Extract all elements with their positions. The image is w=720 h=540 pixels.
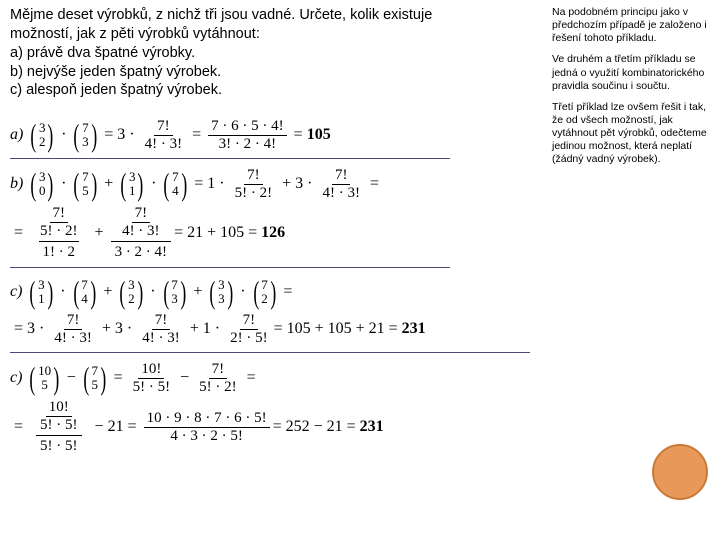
problem-statement: Mějme deset výrobků, z nichž tři jsou va…	[10, 6, 450, 100]
math-solutions: a) (32) · (73) = 3 · 7!4! · 3! = 7 · 6 ·…	[10, 118, 530, 459]
result-a: 105	[307, 126, 331, 144]
sidebar-p3: Třetí příklad lze ovšem řešit i tak, že …	[552, 101, 707, 167]
mid-c1: = 105 + 105 + 21 =	[274, 320, 398, 338]
divider	[10, 158, 450, 159]
result-c1: 231	[402, 320, 426, 338]
divider	[10, 352, 530, 353]
problem-c: c) alespoň jeden špatný výrobek.	[10, 81, 450, 100]
divider	[10, 267, 450, 268]
result-c2: 231	[360, 418, 384, 436]
eq-c-2: = 3 · 7!4! · 3! + 3 · 7!4! · 3! + 1 · 7!…	[10, 312, 530, 346]
problem-b: b) nejvýše jeden špatný výrobek.	[10, 63, 450, 82]
sidebar-p2: Ve druhém a třetím příkladu se jedná o v…	[552, 53, 707, 92]
mid-b: = 21 + 105 =	[174, 224, 257, 242]
accent-circle-icon	[652, 444, 708, 500]
eq-a-pre: = 3 ·	[104, 126, 134, 144]
problem-a: a) právě dva špatné výrobky.	[10, 44, 450, 63]
sidebar-notes: Na podobném principu jako v předchozím p…	[552, 6, 707, 174]
sidebar-p1: Na podobném principu jako v předchozím p…	[552, 6, 707, 45]
eq-c-1: c) (31) · (74) + (32) · (73) + (33) · (7…	[10, 276, 530, 308]
eq-c-3: c) (105) − (75) = 10!5! · 5! − 7!5! · 2!…	[10, 361, 530, 395]
label-a: a)	[10, 126, 23, 144]
label-c: c)	[10, 283, 22, 301]
eq-a: a) (32) · (73) = 3 · 7!4! · 3! = 7 · 6 ·…	[10, 118, 530, 152]
label-b: b)	[10, 175, 23, 193]
eq-b-1: b) (30) · (75) + (31) · (74) = 1 · 7!5! …	[10, 167, 530, 201]
problem-intro: Mějme deset výrobků, z nichž tři jsou va…	[10, 6, 450, 44]
mid-c2: = 252 − 21 =	[273, 418, 356, 436]
eq-c-4: = 10!5! · 5! 5! · 5! − 21 = 10 · 9 · 8 ·…	[10, 399, 530, 455]
eq-b-2: = 7!5! · 2! 1! · 2 + 7!4! · 3! 3 · 2 · 4…	[10, 205, 530, 261]
result-b: 126	[261, 224, 285, 242]
